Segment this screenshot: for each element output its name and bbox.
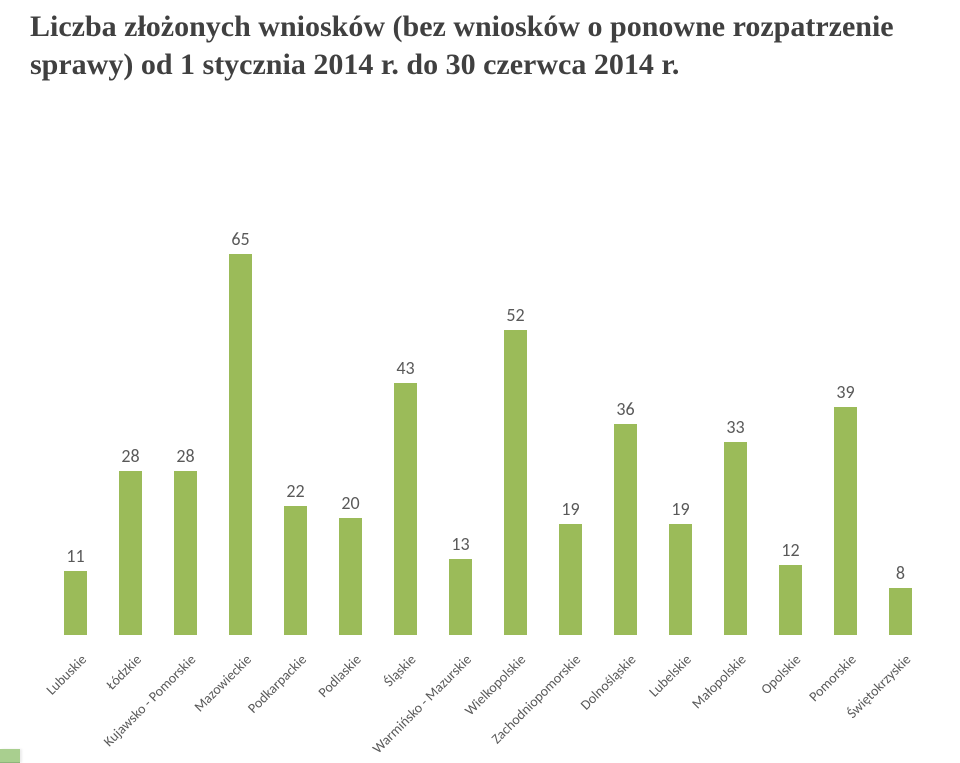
bar-rect — [834, 407, 857, 635]
bar-slot: 20 — [339, 494, 362, 635]
bar-value-label: 36 — [616, 400, 634, 418]
bar-rect — [394, 383, 417, 635]
bar-rect — [614, 424, 637, 635]
bar-slot: 11 — [64, 547, 87, 635]
bar-value-label: 19 — [561, 500, 579, 518]
bar-slot: 39 — [834, 383, 857, 635]
bar-value-label: 65 — [231, 230, 249, 248]
bar-rect — [284, 506, 307, 635]
x-axis-label: Lubelskie — [645, 651, 694, 700]
bar-slot: 12 — [779, 541, 802, 635]
x-axis-label: Podlaskie — [315, 651, 365, 701]
x-axis-labels: LubuskieŁódzkieKujawsko - PomorskieMazow… — [48, 651, 928, 763]
bar-rect — [449, 559, 472, 635]
page-title: Liczba złożonych wniosków (bez wniosków … — [30, 8, 940, 83]
bar-slot: 8 — [889, 564, 912, 635]
x-axis-label: Dolnośląskie — [577, 651, 639, 713]
x-axis-label: Lubuskie — [42, 651, 89, 698]
bar-slot: 36 — [614, 400, 637, 635]
bar-slot: 52 — [504, 306, 527, 635]
bar-value-label: 11 — [66, 547, 84, 565]
x-axis-label: Opolskie — [758, 651, 805, 698]
bar-slot: 13 — [449, 535, 472, 635]
bar-slot: 19 — [559, 500, 582, 635]
bar-value-label: 28 — [176, 447, 194, 465]
x-axis-label: Kujawsko - Pomorskie — [100, 651, 199, 750]
x-axis-label: Łódzkie — [102, 651, 144, 693]
bar-slot: 65 — [229, 230, 252, 635]
bar-slot: 28 — [174, 447, 197, 635]
bar-slot: 19 — [669, 500, 692, 635]
bar-rect — [504, 330, 527, 635]
bar-value-label: 12 — [781, 541, 799, 559]
bar-rect — [889, 588, 912, 635]
bar-value-label: 8 — [896, 564, 905, 582]
bar-slot: 43 — [394, 359, 417, 635]
bar-value-label: 43 — [396, 359, 414, 377]
bar-rect — [559, 524, 582, 635]
x-axis-label: Warmińsko - Mazurskie — [369, 651, 475, 757]
slide-accent-bar — [0, 749, 20, 763]
bar-value-label: 22 — [286, 482, 304, 500]
x-axis-label: Pomorskie — [805, 651, 859, 705]
bar-rect — [669, 524, 692, 635]
bar-slot: 33 — [724, 418, 747, 635]
bar-rect — [64, 571, 87, 635]
bar-value-label: 39 — [836, 383, 854, 401]
bar-value-label: 28 — [121, 447, 139, 465]
bar-rect — [229, 254, 252, 635]
x-axis-label: Śląskie — [380, 651, 419, 690]
bar-rect — [779, 565, 802, 635]
bar-rect — [724, 442, 747, 635]
bar-rect — [119, 471, 142, 635]
bar-slot: 28 — [119, 447, 142, 635]
bar-value-label: 20 — [341, 494, 359, 512]
bar-rect — [174, 471, 197, 635]
bar-value-label: 13 — [451, 535, 469, 553]
plot-area: 11 28 28 65 22 20 43 13 52 19 36 19 33 12 39 8 — [48, 225, 928, 635]
bar-chart: 11 28 28 65 22 20 43 13 52 19 36 19 33 12 39 8 — [48, 225, 928, 635]
bar-rect — [339, 518, 362, 635]
bar-slot: 22 — [284, 482, 307, 635]
bar-value-label: 33 — [726, 418, 744, 436]
bar-value-label: 19 — [671, 500, 689, 518]
bar-value-label: 52 — [506, 306, 524, 324]
x-axis-label: Małopolskie — [688, 651, 749, 712]
